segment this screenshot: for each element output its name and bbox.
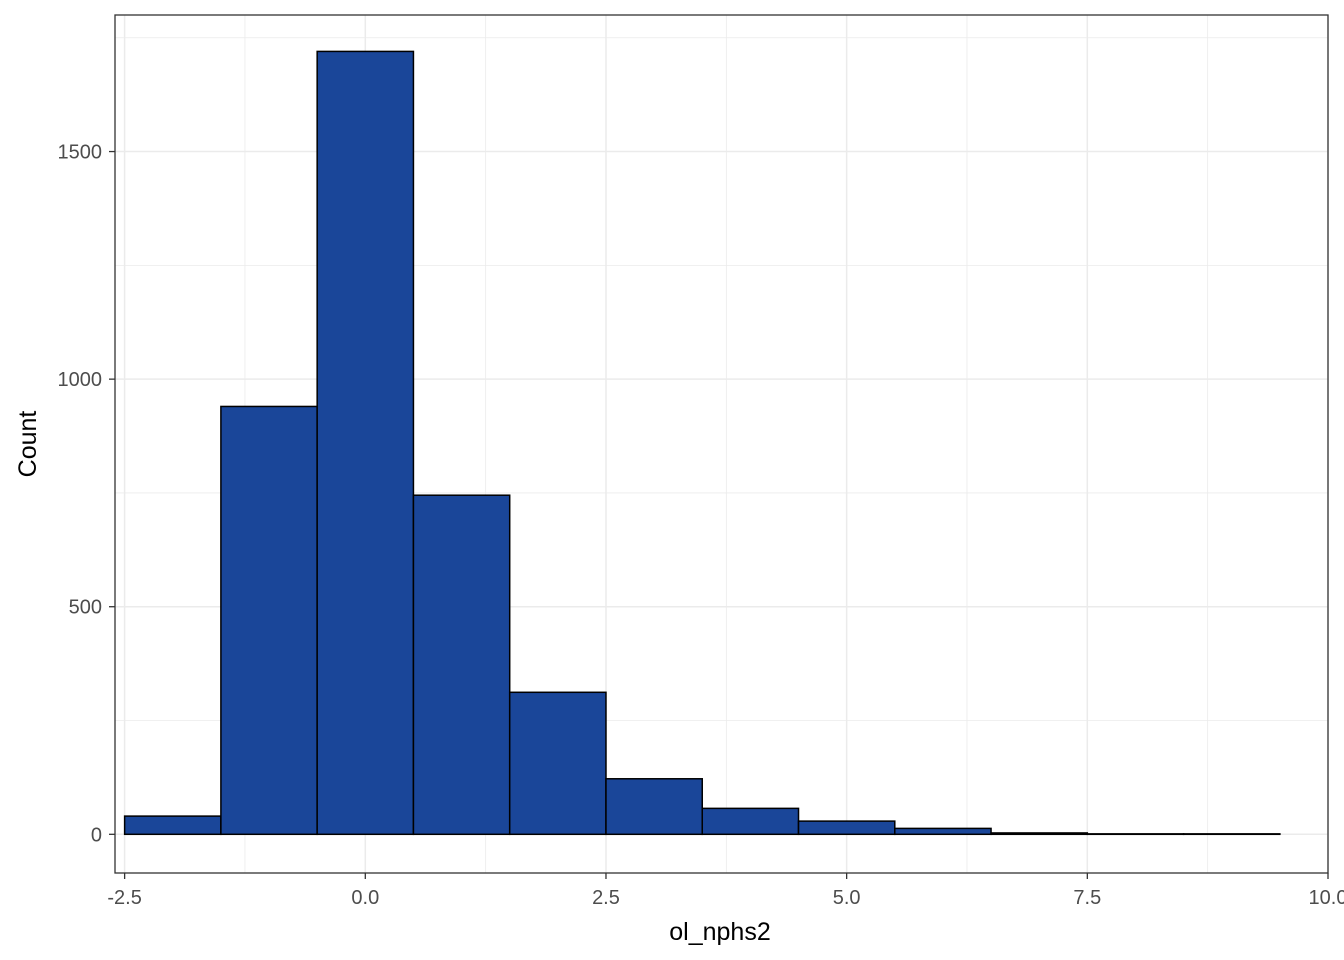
histogram-bars [123,50,1281,836]
x-tick-label: 5.0 [833,887,861,909]
x-axis-ticks: -2.5 0.0 2.5 5.0 7.5 10.0 [107,873,1344,909]
histogram-bar [508,691,607,836]
x-axis-title: ol_nphs2 [669,918,770,946]
histogram-bar [123,815,222,836]
histogram-bar [990,832,1089,836]
histogram-bar [894,827,992,836]
x-tick-label: 10.0 [1309,887,1344,909]
y-tick-label: 500 [69,597,102,619]
x-tick-label: 7.5 [1073,887,1101,909]
x-tick-label: 2.5 [592,887,620,909]
y-tick-label: 0 [91,824,102,846]
histogram-bar [220,405,318,836]
histogram-bar [605,778,703,836]
x-tick-label: -2.5 [107,887,141,909]
y-axis-title: Count [14,411,42,478]
y-tick-label: 1000 [58,369,103,391]
histogram-bar [316,50,415,836]
panel-border [114,14,1329,874]
x-tick-label: 0.0 [351,887,379,909]
y-axis-ticks: 0 500 1000 1500 [58,142,115,846]
histogram-bar [701,807,800,836]
histogram-bar [797,820,896,836]
y-tick-label: 1500 [58,142,103,164]
histogram-bar [412,494,511,836]
